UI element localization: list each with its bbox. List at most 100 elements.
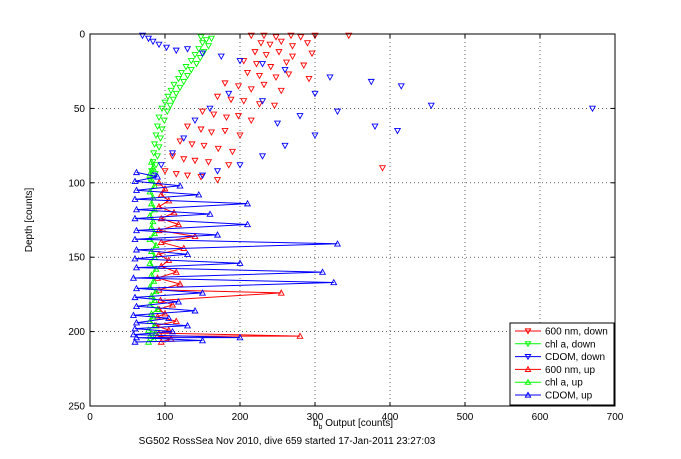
data-point — [210, 111, 218, 119]
data-point — [158, 126, 166, 133]
data-point — [588, 105, 597, 113]
data-point — [213, 168, 222, 175]
data-point — [243, 199, 252, 207]
data-point — [236, 58, 244, 65]
data-point — [162, 44, 171, 52]
data-point — [258, 153, 267, 160]
data-point — [191, 52, 199, 59]
x-tick-label: 600 — [532, 412, 549, 423]
data-point — [234, 113, 243, 120]
data-point — [180, 78, 188, 86]
data-point — [183, 123, 192, 130]
data-point — [311, 32, 319, 40]
data-point — [213, 177, 222, 184]
legend-marker — [524, 341, 532, 348]
data-point — [326, 74, 334, 81]
data-point — [168, 153, 177, 160]
data-point — [147, 292, 156, 299]
data-point — [255, 72, 264, 80]
data-point — [168, 150, 177, 157]
data-point — [207, 35, 216, 43]
data-point — [187, 67, 195, 74]
legend-entry: chl a, down — [515, 339, 596, 350]
data-point — [183, 321, 192, 329]
data-point — [158, 105, 166, 113]
data-point — [151, 171, 159, 178]
data-point — [305, 75, 313, 83]
x-tick-label: 500 — [457, 412, 474, 423]
data-point — [156, 135, 165, 142]
y-tick-label: 150 — [68, 253, 85, 264]
data-point — [192, 61, 201, 68]
legend-marker — [524, 391, 532, 398]
data-point — [147, 176, 156, 183]
data-point — [277, 289, 285, 296]
data-point — [176, 138, 184, 145]
data-point — [129, 274, 138, 281]
data-point — [165, 314, 173, 321]
data-point — [200, 142, 208, 150]
data-point — [161, 168, 169, 175]
legend-entry: CDOM, down — [515, 352, 605, 363]
data-point — [198, 289, 207, 296]
data-point — [213, 231, 222, 238]
data-point — [150, 296, 159, 304]
data-point — [146, 170, 154, 177]
series-2 — [138, 32, 597, 180]
data-point — [132, 246, 141, 253]
data-point — [221, 128, 229, 135]
data-point — [168, 327, 177, 335]
data-point — [149, 164, 157, 171]
data-point — [195, 190, 203, 198]
legend-label: chl a, up — [545, 378, 583, 389]
data-point — [236, 333, 244, 341]
data-point — [247, 86, 255, 93]
data-point — [258, 61, 267, 68]
data-point — [243, 69, 252, 77]
data-point — [234, 83, 243, 90]
data-point — [393, 128, 402, 135]
tick-labels: 0 100 200 300 400 500 600 700 0 50 100 150 200 250 — [68, 30, 623, 424]
data-point — [330, 278, 338, 286]
data-point — [200, 49, 208, 56]
legend-marker — [524, 365, 532, 372]
data-point — [197, 126, 205, 133]
data-point — [198, 40, 207, 47]
data-point — [287, 32, 295, 40]
data-point — [252, 61, 261, 68]
data-point — [260, 81, 268, 89]
data-point — [169, 96, 177, 104]
data-point — [147, 199, 156, 207]
data-point — [132, 284, 141, 292]
data-point — [161, 99, 169, 107]
data-point — [204, 43, 213, 50]
data-point — [153, 305, 162, 312]
data-point — [217, 53, 225, 61]
legend-marker — [524, 328, 532, 335]
x-tick-label: 0 — [87, 412, 93, 423]
data-point — [272, 34, 280, 41]
data-point — [160, 117, 168, 125]
data-point — [177, 69, 186, 77]
legend-label: CDOM, down — [545, 352, 605, 363]
y-tick-label: 250 — [68, 402, 85, 413]
data-point — [146, 259, 154, 266]
data-point — [163, 108, 171, 116]
legend-marker — [524, 354, 532, 361]
data-point — [281, 142, 289, 150]
series-1 — [146, 34, 216, 184]
data-point — [153, 173, 162, 180]
data-point — [150, 141, 159, 148]
data-point — [131, 324, 139, 332]
legend-entry: 600 nm, down — [515, 327, 608, 338]
data-point — [198, 108, 207, 116]
legend-label: CDOM, up — [545, 391, 593, 402]
data-point — [227, 96, 235, 104]
data-point — [188, 141, 196, 148]
data-point — [157, 214, 165, 222]
y-tick-label: 0 — [79, 30, 85, 41]
data-point — [167, 87, 175, 95]
data-point — [308, 50, 316, 58]
series-5 — [129, 168, 342, 345]
